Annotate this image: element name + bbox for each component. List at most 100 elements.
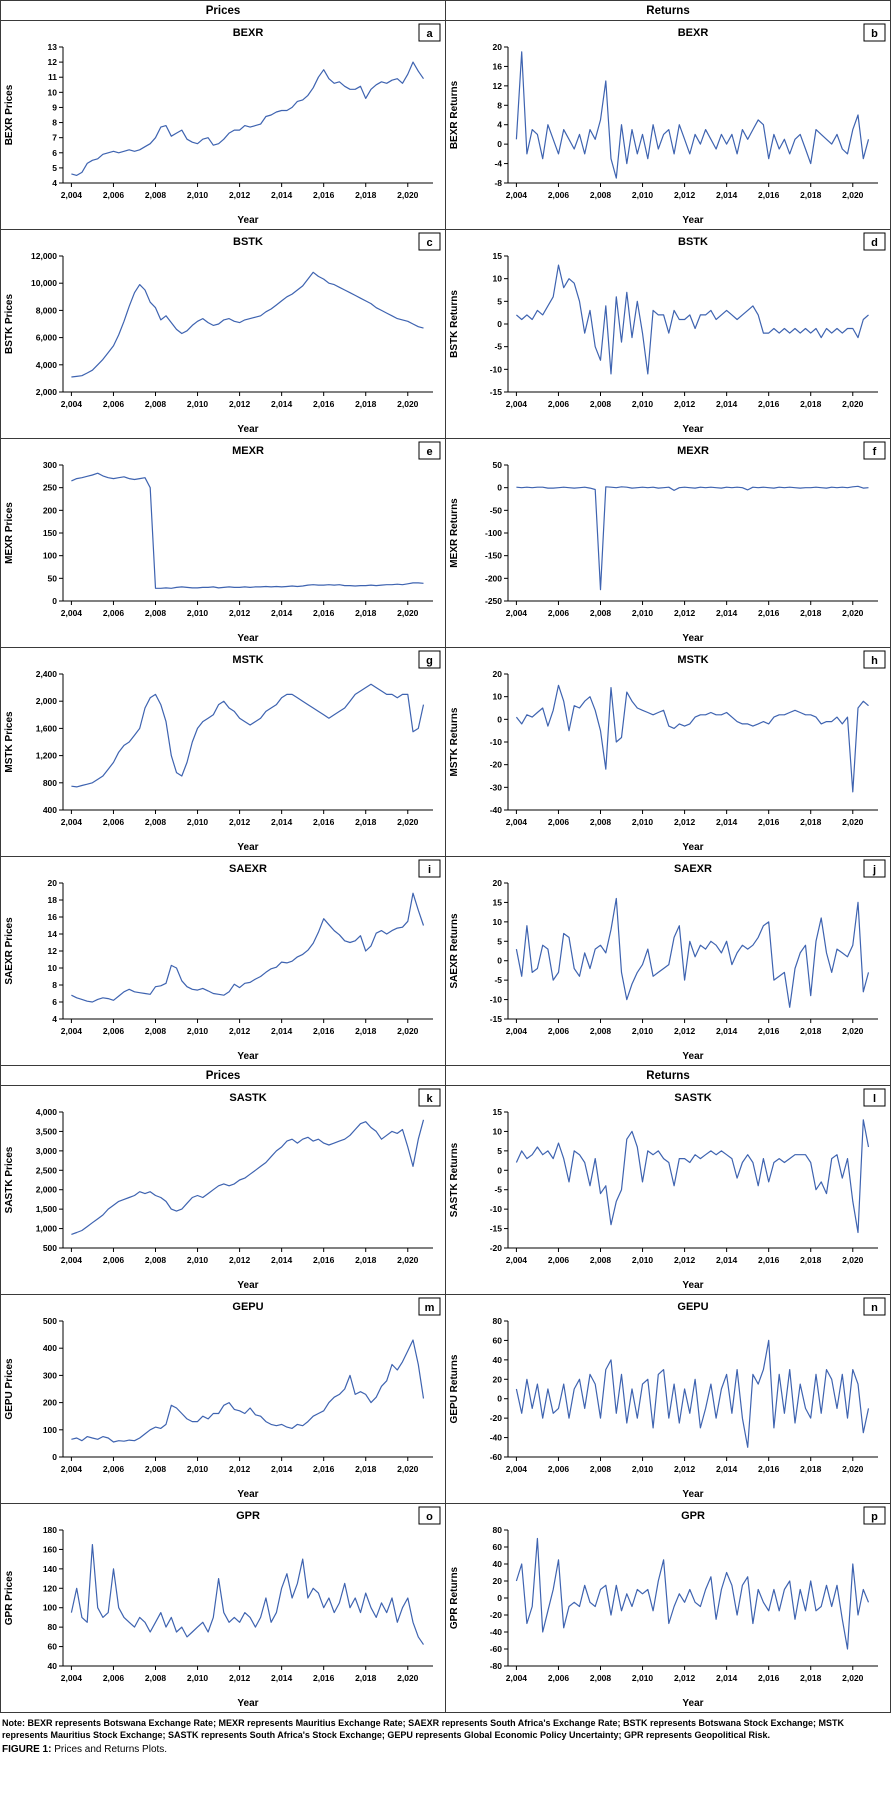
- x-tick-label: 2,014: [271, 817, 293, 827]
- x-tick-label: 2,020: [397, 817, 419, 827]
- y-tick-label: -15: [490, 1014, 503, 1024]
- y-tick-label: 50: [493, 460, 503, 470]
- panel-o-gpr: GPR o 40 60 80 100 120 140 160 180 2,004 2,006 2,008…: [1, 1504, 446, 1713]
- x-tick-label: 2,016: [758, 817, 780, 827]
- y-axis-label: SAEXR Returns: [449, 913, 460, 988]
- x-tick-label: 2,014: [716, 1673, 738, 1683]
- y-axis-label: BEXR Returns: [449, 80, 460, 149]
- x-tick-label: 2,010: [632, 1255, 654, 1265]
- y-tick-label: 180: [43, 1525, 57, 1535]
- chart-grid: Prices Returns BEXR a 4 5 6 7 8 9 10 11 12 13 2,004 2,0…: [0, 0, 891, 1713]
- x-tick-label: 2,014: [716, 817, 738, 827]
- x-tick-label: 2,016: [313, 1026, 335, 1036]
- x-tick-label: 2,010: [632, 399, 654, 409]
- y-axis-label: BSTK Returns: [449, 290, 460, 358]
- x-tick-label: 2,012: [674, 399, 696, 409]
- caption-label: FIGURE 1:: [2, 1744, 52, 1756]
- x-axis-label: Year: [237, 842, 258, 853]
- chart-svg-p: GPR p -80 -60 -40 -20 0 20 40 60 80 2,004 2,006 2,008…: [449, 1506, 886, 1709]
- y-tick-label: 5: [497, 1146, 502, 1156]
- y-tick-label: 5: [52, 163, 57, 173]
- x-tick-label: 2,006: [548, 1673, 570, 1683]
- y-tick-label: 10: [48, 87, 58, 97]
- x-axis-label: Year: [237, 1051, 258, 1062]
- y-tick-label: 20: [493, 1374, 503, 1384]
- x-tick-label: 2,010: [187, 190, 209, 200]
- y-tick-label: 0: [497, 1165, 502, 1175]
- y-axis-label: GPR Returns: [449, 1566, 460, 1629]
- x-axis-label: Year: [237, 633, 258, 644]
- x-tick-label: 2,004: [506, 190, 528, 200]
- panel-letter-box: [863, 1506, 886, 1525]
- column-header-returns: Returns: [446, 1, 891, 21]
- x-tick-label: 2,018: [355, 399, 377, 409]
- series-line: [515, 1537, 870, 1650]
- y-tick-label: 0: [497, 956, 502, 966]
- y-tick-label: 0: [52, 1452, 57, 1462]
- x-tick-label: 2,016: [758, 1255, 780, 1265]
- x-tick-label: 2,014: [716, 399, 738, 409]
- y-tick-label: -5: [494, 1185, 502, 1195]
- y-tick-label: -50: [490, 505, 503, 515]
- y-tick-label: 9: [52, 102, 57, 112]
- x-tick-label: 2,006: [103, 1026, 125, 1036]
- x-tick-label: 2,018: [800, 1673, 822, 1683]
- y-tick-label: 100: [43, 551, 57, 561]
- x-tick-label: 2,006: [103, 817, 125, 827]
- panel-letter-box: [418, 1088, 441, 1107]
- x-tick-label: 2,010: [632, 1673, 654, 1683]
- x-tick-label: 2,012: [229, 1673, 251, 1683]
- y-tick-label: -250: [485, 596, 502, 606]
- figure-note: Note: BEXR represents Botswana Exchange …: [0, 1713, 892, 1741]
- x-tick-label: 2,008: [145, 817, 167, 827]
- y-tick-label: -40: [490, 1627, 503, 1637]
- x-tick-label: 2,008: [145, 1464, 167, 1474]
- panel-title: GEPU: [232, 1301, 263, 1313]
- x-axis-label: Year: [682, 1280, 703, 1291]
- panel-letter: o: [426, 1511, 433, 1523]
- chart-svg-o: GPR o 40 60 80 100 120 140 160 180 2,004 2,006 2,008…: [4, 1506, 441, 1709]
- x-tick-label: 2,004: [506, 1026, 528, 1036]
- x-axis-label: Year: [237, 215, 258, 226]
- panel-letter: e: [426, 446, 432, 458]
- figure-1: Prices Returns BEXR a 4 5 6 7 8 9 10 11 12 13 2,004 2,0…: [0, 0, 892, 1756]
- x-tick-label: 2,014: [716, 1026, 738, 1036]
- y-axis-label: GEPU Returns: [449, 1354, 460, 1423]
- y-tick-label: 3,500: [36, 1126, 58, 1136]
- y-tick-label: 0: [497, 714, 502, 724]
- chart-svg-m: GEPU m 0 100 200 300 400 500 2,004 2,006 2,008 2,01…: [4, 1297, 441, 1500]
- series-line: [515, 51, 870, 179]
- x-tick-label: 2,004: [506, 399, 528, 409]
- x-tick-label: 2,018: [800, 817, 822, 827]
- panel-title: SASTK: [229, 1092, 266, 1104]
- y-tick-label: 10: [493, 1126, 503, 1136]
- y-tick-label: 12,000: [31, 251, 57, 261]
- y-tick-label: -100: [485, 528, 502, 538]
- y-tick-label: 1,200: [36, 751, 58, 761]
- x-tick-label: 2,008: [590, 1255, 612, 1265]
- y-tick-label: -150: [485, 551, 502, 561]
- x-tick-label: 2,006: [548, 1255, 570, 1265]
- panel-title: BSTK: [233, 236, 263, 248]
- chart-svg-a: BEXR a 4 5 6 7 8 9 10 11 12 13 2,004 2,006 2,008 2,010 2…: [4, 23, 441, 226]
- x-tick-label: 2,020: [842, 1464, 864, 1474]
- y-tick-label: -40: [490, 805, 503, 815]
- x-tick-label: 2,016: [758, 1464, 780, 1474]
- x-tick-label: 2,016: [758, 608, 780, 618]
- x-tick-label: 2,020: [842, 1026, 864, 1036]
- x-tick-label: 2,006: [548, 1026, 570, 1036]
- x-axis-label: Year: [682, 424, 703, 435]
- x-tick-label: 2,018: [800, 1464, 822, 1474]
- y-tick-label: 18: [48, 895, 58, 905]
- column-header-prices: Prices: [1, 1, 446, 21]
- x-tick-label: 2,012: [229, 1255, 251, 1265]
- x-tick-label: 2,004: [506, 1673, 528, 1683]
- panel-letter: p: [871, 1511, 878, 1523]
- y-tick-label: 20: [493, 669, 503, 679]
- y-tick-label: 160: [43, 1544, 57, 1554]
- y-tick-label: 60: [493, 1335, 503, 1345]
- y-tick-label: 20: [48, 878, 58, 888]
- y-tick-label: 200: [43, 505, 57, 515]
- x-tick-label: 2,012: [229, 817, 251, 827]
- x-tick-label: 2,020: [397, 608, 419, 618]
